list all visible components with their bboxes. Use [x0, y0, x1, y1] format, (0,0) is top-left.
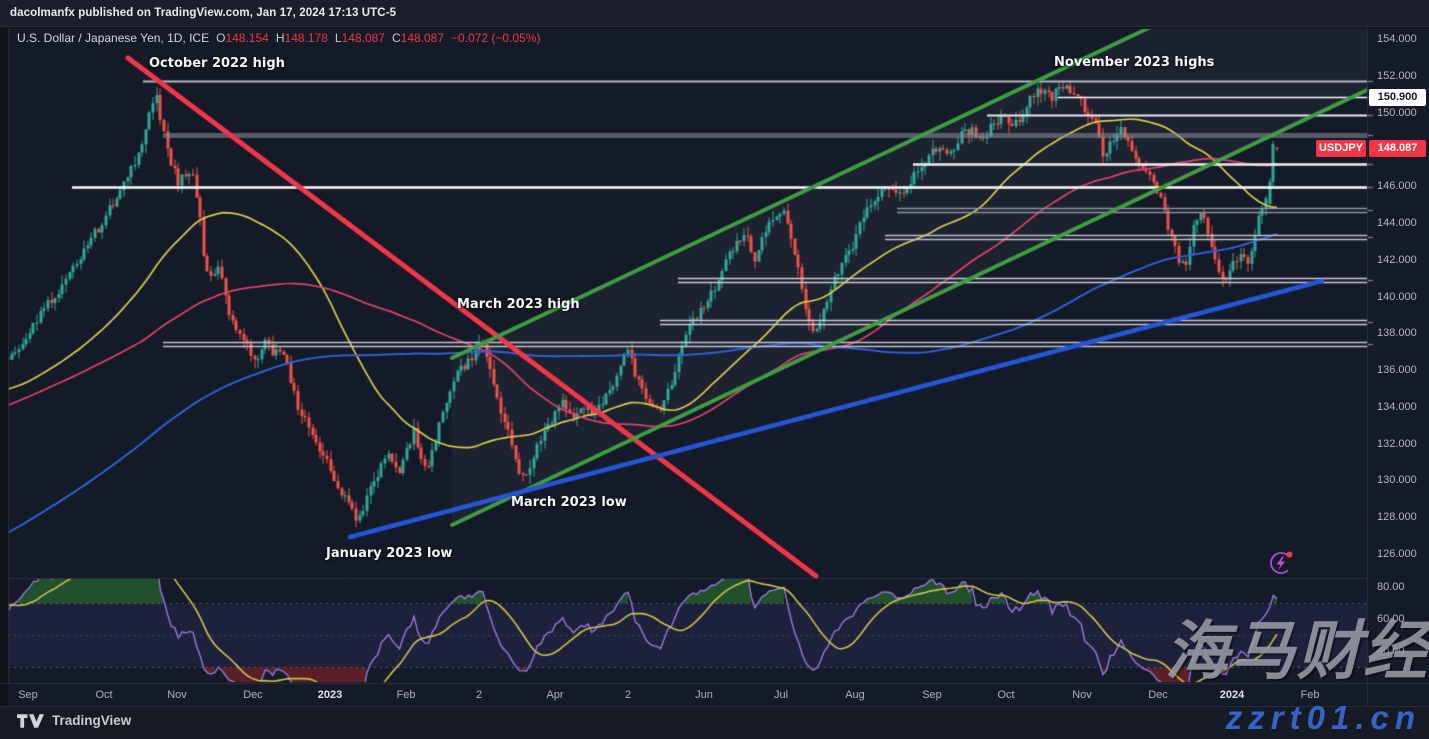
- open-label: O: [216, 31, 226, 45]
- time-tick: Jun: [695, 689, 713, 701]
- price-tick: 130.000: [1377, 474, 1417, 487]
- publish-text: dacolmanfx published on TradingView.com,…: [10, 7, 397, 19]
- chart-annotation: January 2023 low: [326, 546, 453, 561]
- time-tick: Sep: [18, 689, 38, 701]
- price-tick: 134.000: [1377, 400, 1417, 413]
- change-value: −0.072 (−0.05%): [451, 31, 541, 45]
- drawn-level-axis-label: 150.900: [1369, 88, 1426, 106]
- price-tick: 126.000: [1377, 547, 1417, 560]
- time-tick: Apr: [546, 689, 564, 701]
- close-value: 148.087: [400, 31, 445, 45]
- time-tick: 2023: [317, 689, 343, 701]
- watermark-text: 海马财经: [1165, 615, 1429, 687]
- price-tick: 132.000: [1377, 437, 1417, 450]
- watermark-url: zzrt01.cn: [1225, 699, 1421, 736]
- symbol-title: U.S. Dollar / Japanese Yen, 1D, ICE: [17, 31, 210, 45]
- lightning-button[interactable]: [1264, 546, 1298, 580]
- lightning-icon: [1270, 551, 1293, 574]
- symbol-price-badge: USDJPY: [1316, 140, 1366, 158]
- symbol-legend: U.S. Dollar / Japanese Yen, 1D, ICE O148.…: [17, 31, 540, 45]
- time-tick: Nov: [1072, 689, 1092, 701]
- close-label: C: [391, 31, 401, 45]
- price-tick: 146.000: [1377, 180, 1417, 193]
- time-tick: 2: [475, 689, 483, 701]
- high-value: 148.178: [284, 31, 328, 45]
- chart-annotation: March 2023 high: [457, 297, 580, 312]
- time-tick: Aug: [845, 689, 865, 701]
- chart-annotation: October 2022 high: [149, 56, 285, 71]
- high-label: H: [275, 31, 285, 45]
- open-value: 148.154: [225, 31, 269, 45]
- price-tick: 152.000: [1377, 70, 1417, 82]
- price-tick: 136.000: [1377, 364, 1417, 377]
- price-tick: 142.000: [1377, 253, 1417, 266]
- time-tick: Nov: [167, 689, 187, 701]
- low-value: 148.087: [341, 31, 385, 45]
- low-label: L: [334, 31, 342, 45]
- chart-annotation: November 2023 highs: [1054, 55, 1215, 70]
- rsi-tick: 60.00: [1377, 612, 1405, 625]
- price-tick: 138.000: [1377, 327, 1417, 340]
- time-tick: 2: [624, 689, 632, 701]
- tradingview-logo-icon: [17, 713, 44, 728]
- price-tick: 140.000: [1377, 290, 1417, 303]
- time-tick: Dec: [243, 689, 263, 701]
- time-tick: Feb: [396, 689, 416, 701]
- chart-annotation: March 2023 low: [511, 495, 627, 510]
- footer-bar: TradingView: [0, 706, 1429, 739]
- time-tick: 2024: [1219, 689, 1245, 701]
- price-tick: 144.000: [1377, 217, 1417, 230]
- time-tick: Dec: [1148, 689, 1168, 701]
- rsi-tick: 40.00: [1377, 644, 1405, 657]
- time-tick: Feb: [1300, 689, 1320, 701]
- publish-bar: dacolmanfx published on TradingView.com,…: [0, 0, 1429, 27]
- last-price-axis-label: 148.087: [1369, 140, 1426, 158]
- rsi-tick: 80.00: [1377, 580, 1405, 593]
- price-tick: 128.000: [1377, 511, 1417, 524]
- price-tick: 150.000: [1377, 106, 1417, 119]
- tradingview-logo[interactable]: TradingView: [17, 713, 131, 728]
- time-tick: Oct: [997, 689, 1015, 701]
- time-tick: Oct: [95, 689, 113, 701]
- time-tick: Jul: [773, 689, 789, 701]
- price-tick: 154.000: [1377, 33, 1417, 46]
- time-tick: Sep: [922, 689, 942, 701]
- tradingview-logo-text: TradingView: [52, 713, 132, 728]
